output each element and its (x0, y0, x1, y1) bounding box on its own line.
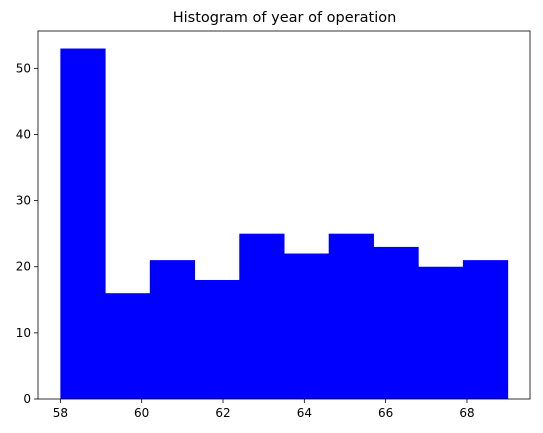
x-tick-label: 64 (297, 406, 312, 420)
histogram-bar (328, 233, 374, 399)
y-tick-label: 20 (16, 260, 31, 274)
y-tick-label: 40 (16, 127, 31, 141)
histogram-bar (105, 293, 151, 399)
y-tick-label: 30 (16, 194, 31, 208)
x-tick-label: 60 (134, 406, 149, 420)
y-tick-label: 10 (16, 326, 31, 340)
y-tick-label: 50 (16, 61, 31, 75)
y-tick-label: 0 (23, 392, 31, 406)
x-tick-label: 58 (53, 406, 68, 420)
x-tick-label: 66 (378, 406, 393, 420)
histogram-bar (373, 246, 419, 399)
histogram-bar (194, 279, 240, 399)
histogram-bar (239, 233, 285, 399)
bars-group (60, 48, 509, 400)
x-tick-label: 62 (215, 406, 230, 420)
histogram-bar (149, 260, 196, 399)
histogram-bar (60, 48, 106, 400)
axes-group: 58 60 62 64 66 68 0 10 20 30 40 50 (16, 30, 531, 420)
x-tick-label: 68 (459, 406, 474, 420)
chart-title: Histogram of year of operation (173, 10, 397, 26)
plot-frame (37, 30, 531, 400)
histogram-bar (284, 253, 330, 399)
histogram-bar (418, 266, 464, 399)
histogram-bar (462, 260, 509, 399)
